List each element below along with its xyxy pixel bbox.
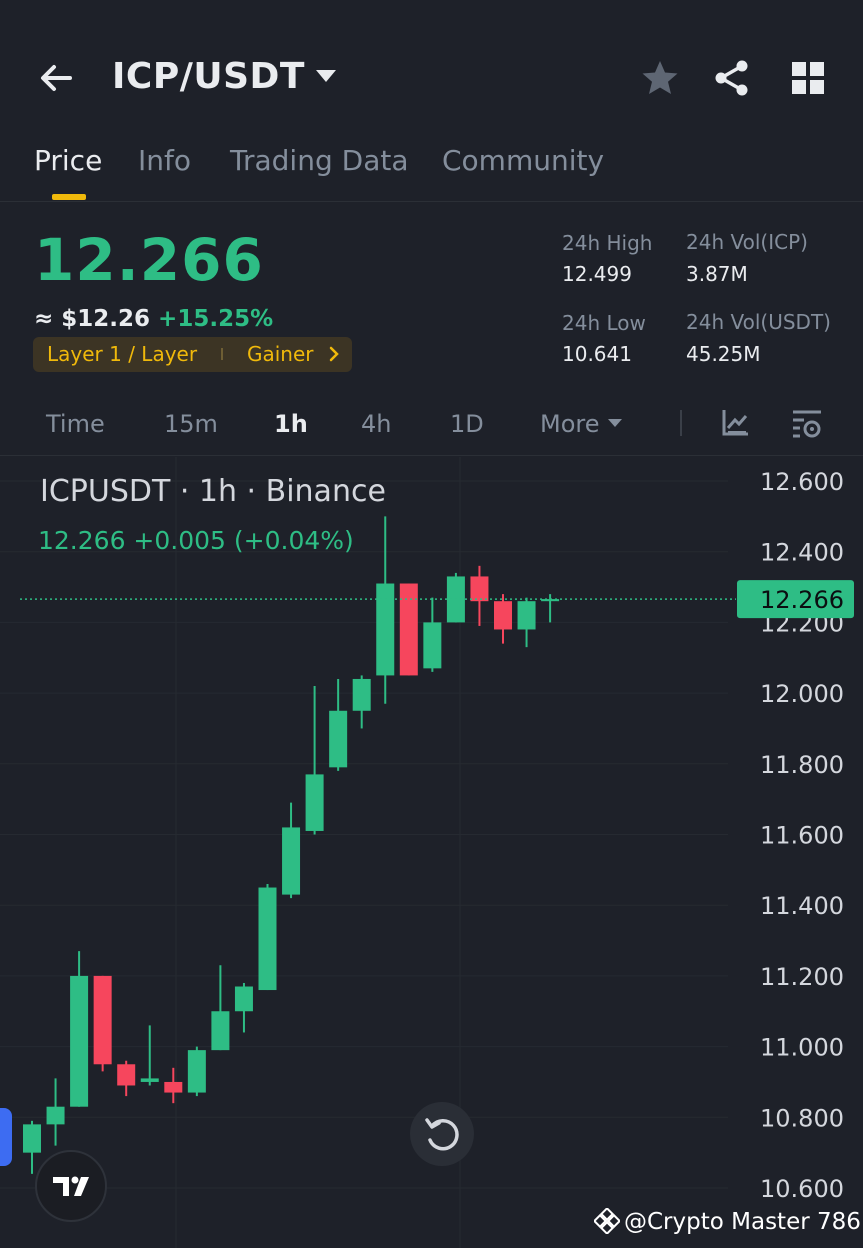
gainer-tag[interactable]: Gainer (247, 342, 314, 366)
watermark-text: @Crypto Master 786 (624, 1209, 861, 1235)
side-drawer-handle[interactable] (0, 1108, 12, 1166)
app-header: ICP/USDT (0, 0, 863, 120)
candle-body (329, 710, 348, 768)
candle-body (23, 1124, 41, 1153)
last-price: 12.266 (34, 226, 264, 294)
chart-title: ICPUSDT · 1h · Binance (40, 474, 386, 509)
active-tab-indicator (52, 194, 86, 200)
fiat-price-row: ≈ $12.26 +15.25% (34, 306, 273, 332)
vol-usdt-value: 45.25M (686, 342, 761, 366)
y-tick-label: 12.400 (760, 539, 844, 567)
y-tick-label: 11.600 (760, 822, 844, 850)
star-icon[interactable] (640, 58, 680, 98)
vol-icp-label: 24h Vol(ICP) (686, 230, 808, 254)
watermark: @Crypto Master 786 (594, 1208, 861, 1235)
candle-body (187, 1050, 206, 1093)
interval-15m[interactable]: 15m (164, 410, 218, 438)
caret-down-icon (608, 419, 623, 427)
last-price-label: 12.266 (760, 586, 844, 614)
interval-divider (680, 410, 682, 436)
grid-icon[interactable] (788, 58, 828, 98)
candle-body (517, 601, 536, 630)
candle-body (352, 678, 371, 711)
tab-community[interactable]: Community (442, 144, 605, 177)
interval-time[interactable]: Time (46, 410, 105, 438)
tradingview-logo[interactable] (35, 1150, 107, 1222)
candle-body (93, 975, 112, 1065)
tab-info[interactable]: Info (138, 144, 191, 177)
interval-1h[interactable]: 1h (274, 410, 308, 438)
tag-bar[interactable]: Layer 1 / Layer Gainer (33, 337, 352, 372)
vol-icp-value: 3.87M (686, 262, 748, 286)
y-tick-label: 10.600 (760, 1175, 844, 1203)
reset-chart-button[interactable] (410, 1102, 474, 1166)
interval-more-label: More (540, 410, 600, 438)
vol-usdt-label: 24h Vol(USDT) (686, 310, 831, 334)
last-price-badge (737, 580, 854, 619)
share-icon[interactable] (712, 58, 752, 98)
tag-divider (221, 348, 223, 360)
back-arrow-icon[interactable] (34, 56, 78, 100)
candle-body (140, 1078, 159, 1082)
indicator-icon[interactable] (718, 406, 752, 440)
price-change-percent: +15.25% (158, 306, 274, 332)
y-tick-label: 12.600 (760, 468, 844, 496)
tab-price[interactable]: Price (34, 144, 103, 177)
category-tag[interactable]: Layer 1 / Layer (47, 342, 198, 366)
pair-title[interactable]: ICP/USDT (112, 56, 305, 97)
reload-icon (425, 1118, 459, 1151)
interval-bar: Time 15m 1h 4h 1D More (0, 400, 863, 456)
low-value: 10.641 (562, 342, 632, 366)
candle-body (376, 583, 395, 676)
chevron-right-icon[interactable] (327, 346, 341, 362)
chart-settings-icon[interactable] (790, 406, 824, 440)
tradingview-icon (53, 1176, 89, 1196)
y-tick-label: 11.400 (760, 892, 844, 920)
fiat-price: ≈ $12.26 (34, 306, 151, 332)
candle-body (494, 601, 512, 630)
candle-body (258, 887, 277, 991)
y-tick-label: 12.000 (760, 680, 844, 708)
candle-body (164, 1081, 183, 1093)
binance-logo-icon (594, 1208, 620, 1234)
y-tick-label: 11.800 (760, 751, 844, 779)
candle-body (470, 576, 489, 602)
chart-legend-value: 12.266 +0.005 (+0.04%) (38, 526, 354, 555)
candle-body (234, 986, 253, 1012)
candle-body (46, 1106, 65, 1125)
candle-body (70, 975, 89, 1107)
high-value: 12.499 (562, 262, 632, 286)
candle-body (211, 1011, 230, 1051)
candle-body (117, 1064, 136, 1086)
interval-more[interactable]: More (540, 410, 623, 438)
caret-down-icon[interactable] (314, 66, 338, 86)
candle-body (282, 827, 301, 895)
low-label: 24h Low (562, 311, 646, 335)
y-tick-label: 11.200 (760, 963, 844, 991)
interval-1d[interactable]: 1D (450, 410, 484, 438)
candle-body (541, 599, 560, 602)
main-tabs: Price Info Trading Data Community (0, 130, 863, 202)
interval-4h[interactable]: 4h (361, 410, 392, 438)
candle-body (305, 774, 324, 831)
high-label: 24h High (562, 231, 653, 255)
candle-body (423, 622, 442, 669)
y-tick-label: 10.800 (760, 1104, 844, 1132)
candlestick-chart[interactable]: 12.60012.40012.20012.00011.80011.60011.4… (0, 457, 863, 1248)
tab-trading-data[interactable]: Trading Data (230, 144, 409, 177)
candle-body (399, 583, 418, 676)
y-tick-label: 11.000 (760, 1034, 844, 1062)
